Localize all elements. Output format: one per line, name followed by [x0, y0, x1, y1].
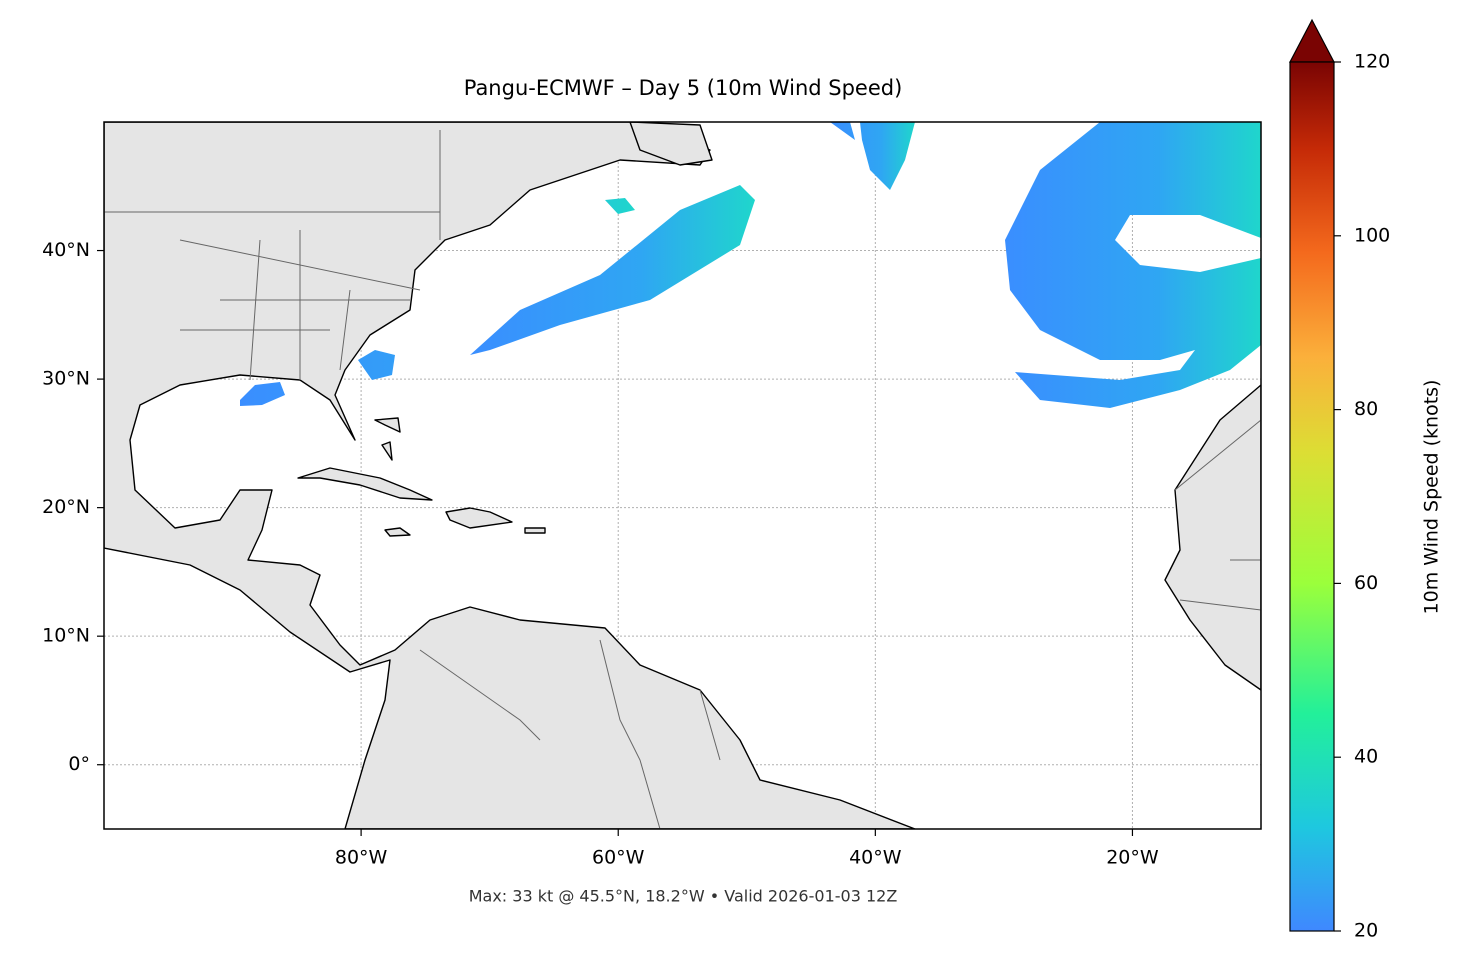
bahamas [374, 417, 401, 461]
y-tick-label: 30°N [42, 368, 90, 390]
colorbar: 10m Wind Speed (knots) 20 40 60 80 100 120 [1289, 18, 1443, 942]
colorbar-tick-label: 20 [1354, 920, 1378, 942]
africa [1164, 384, 1261, 691]
axes: 80°W 60°W 40°W 20°W 0° 10°N 20°N 30°N 40°N [42, 239, 1159, 868]
colorbar-label: 10m Wind Speed (knots) [1421, 380, 1443, 615]
wind-swath [830, 122, 915, 190]
colorbar-bar [1289, 61, 1335, 932]
colorbar-tick-label: 100 [1354, 224, 1390, 246]
x-tick-label: 80°W [335, 847, 388, 869]
footer: Max: 33 kt @ 45.5°N, 18.2°W • Valid 2026… [469, 887, 898, 906]
wind-swath [1005, 122, 1261, 408]
y-tick-label: 20°N [42, 496, 90, 518]
cuba [297, 467, 433, 501]
map-frame [103, 121, 1262, 830]
wind-swath [240, 198, 635, 406]
colorbar-tick-label: 80 [1354, 398, 1378, 420]
x-tick-label: 40°W [849, 847, 902, 869]
y-tick-label: 10°N [42, 625, 90, 647]
americas [104, 122, 916, 829]
colorbar-tick-label: 120 [1354, 51, 1390, 73]
y-tick-label: 40°N [42, 239, 90, 261]
colorbar-tick-label: 60 [1354, 572, 1378, 594]
colorbar-extend [1289, 18, 1335, 63]
colorbar-tick-label: 40 [1354, 746, 1378, 768]
puerto-rico [524, 527, 546, 534]
x-tick-label: 20°W [1106, 847, 1159, 869]
jamaica [384, 527, 411, 537]
x-tick-label: 60°W [592, 847, 645, 869]
y-tick-label: 0° [68, 753, 90, 775]
wind-swath [470, 185, 755, 355]
borders [104, 130, 1261, 829]
newfoundland [629, 122, 713, 166]
map-area [104, 122, 1261, 829]
hispaniola [445, 507, 513, 529]
title: Pangu-ECMWF – Day 5 (10m Wind Speed) [464, 76, 903, 100]
